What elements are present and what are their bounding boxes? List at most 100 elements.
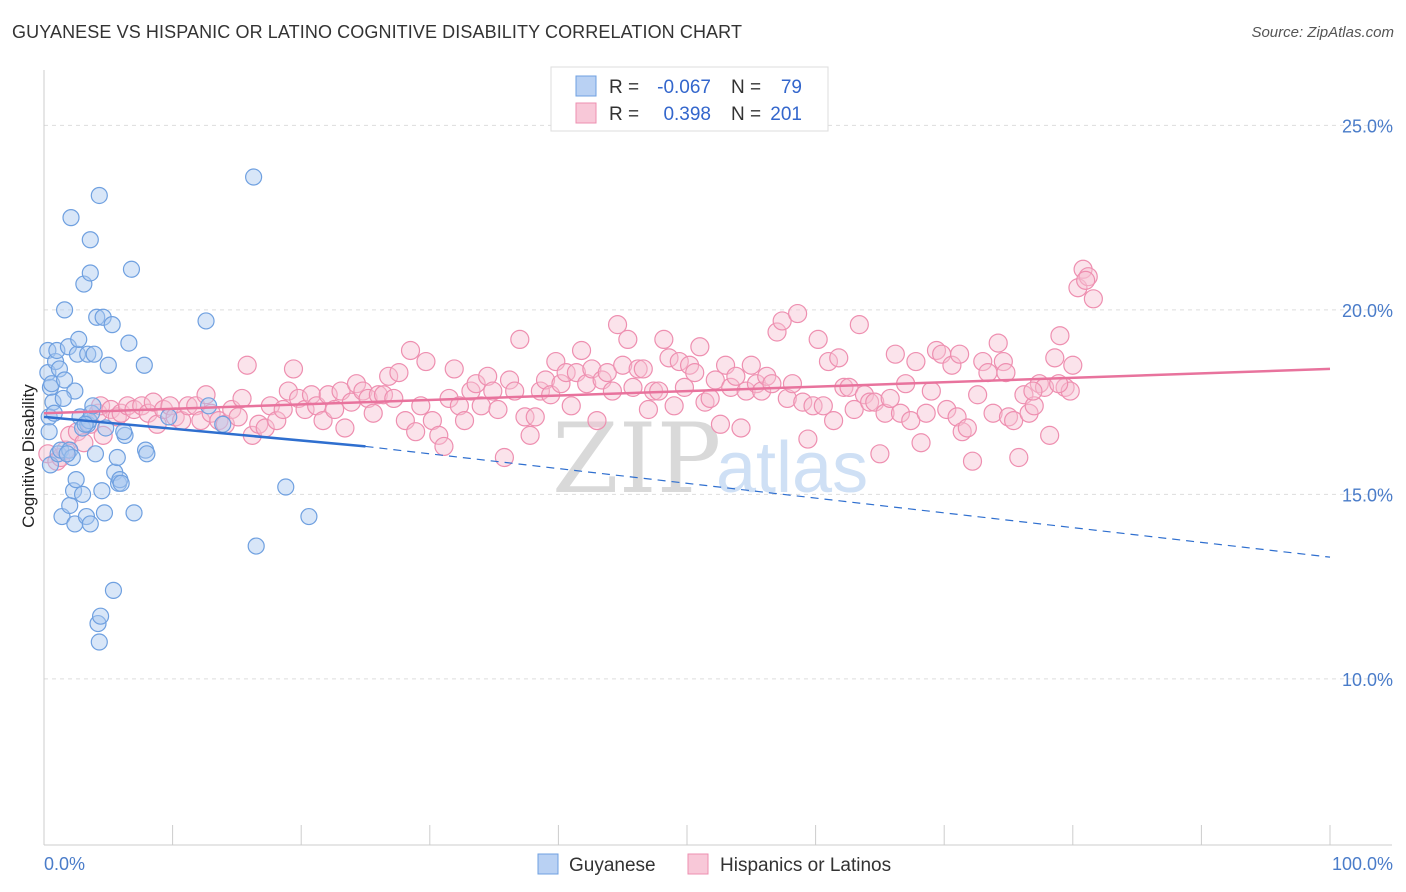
hispanic-point-120: [700, 388, 720, 409]
hispanic-point-148: [844, 399, 864, 420]
legend-swatch-hispanic: [575, 102, 597, 124]
hispanic-point-103: [613, 355, 633, 375]
guyanese-point-36: [81, 515, 99, 533]
hispanic-point-173: [973, 351, 993, 372]
guyanese-point-20: [64, 482, 83, 500]
hispanic-point-104: [618, 329, 638, 350]
hispanic-point-125: [726, 366, 746, 386]
guyanese-point-61: [135, 356, 153, 374]
hispanic-point-114: [669, 351, 689, 372]
legend-r-label-hispanic: R =: [609, 104, 639, 125]
guyanese-point-60: [125, 504, 143, 522]
hispanic-point-39: [267, 410, 287, 431]
guyanese-point-35: [81, 231, 99, 249]
hispanic-point-91: [551, 374, 571, 394]
hispanic-point-71: [444, 359, 464, 379]
hispanic-point-149: [849, 315, 869, 335]
guyanese-point-48: [95, 504, 114, 522]
hispanic-point-96: [577, 374, 597, 394]
hispanic-point-200: [950, 344, 970, 364]
guyanese-point-41: [88, 308, 106, 326]
trend-lines: [43, 367, 1331, 558]
hispanic-point-85: [520, 425, 540, 445]
hispanic-point-41: [278, 381, 298, 401]
hispanic-point-57: [368, 385, 388, 405]
hispanic-point-127: [736, 381, 756, 401]
hispanic-point-95: [571, 340, 592, 361]
hispanic-point-141: [808, 329, 828, 350]
hispanic-point-162: [916, 403, 936, 423]
hispanic-point-135: [777, 388, 797, 409]
guyanese-point-34: [81, 264, 99, 282]
guyanese-point-75: [115, 423, 133, 441]
hispanic-point-166: [937, 399, 957, 420]
hispanic-point-160: [906, 351, 926, 372]
hispanic-point-151: [860, 392, 880, 412]
y-tick-labels: 10.0% 15.0% 20.0% 25.0%: [1342, 116, 1393, 690]
hispanic-point-80: [494, 447, 514, 468]
hispanic-point-113: [664, 396, 684, 416]
hispanic-point-139: [798, 429, 818, 449]
hispanic-point-176: [988, 333, 1008, 353]
chart-title: GUYANESE VS HISPANIC OR LATINO COGNITIVE…: [12, 22, 743, 42]
guyanese-point-77: [54, 389, 72, 408]
legend-n-label-guyanese: N =: [731, 77, 761, 98]
hispanic-point-64: [406, 422, 426, 442]
guyanese-point-43: [90, 633, 108, 651]
hispanic-point-92: [556, 363, 576, 383]
hispanic-point-167: [942, 355, 962, 375]
hispanic-point-43: [289, 388, 309, 409]
guyanese-point-64: [160, 408, 178, 426]
hispanic-point-36: [249, 414, 269, 434]
hispanic-point-183: [1024, 396, 1044, 416]
watermark-zip: ZIP: [552, 403, 721, 515]
guyanese-trend-line: [43, 415, 366, 448]
hispanic-point-145: [829, 348, 849, 368]
hispanic-point-192: [1078, 267, 1098, 287]
hispanic-point-155: [880, 388, 900, 409]
guyanese-point-76: [76, 415, 94, 433]
hispanic-point-199: [996, 363, 1016, 383]
hispanic-point-143: [818, 351, 839, 372]
guyanese-point-59: [122, 260, 141, 278]
hispanic-point-170: [957, 418, 977, 438]
hispanic-point-73: [454, 410, 475, 431]
guyanese-point-74: [99, 356, 117, 374]
guyanese-point-27: [73, 485, 92, 504]
source-label: Source: ZipAtlas.com: [1251, 24, 1394, 41]
bottom-legend-swatch-hispanic: [687, 853, 709, 875]
hispanic-point-75: [466, 374, 486, 394]
hispanic-point-137: [787, 303, 808, 324]
hispanic-point-84: [515, 407, 535, 427]
guyanese-point-45: [91, 607, 110, 625]
guyanese-point-44: [90, 186, 108, 205]
series-legend: Guyanese Hispanics or Latinos: [537, 853, 891, 876]
hispanic-point-86: [525, 407, 545, 427]
hispanic-point-161: [911, 433, 931, 453]
hispanic-point-51: [335, 418, 355, 438]
hispanic-point-93: [561, 396, 581, 416]
y-tick-label-25: 25.0%: [1342, 116, 1393, 136]
hispanic-point-140: [803, 396, 823, 416]
hispanic-point-154: [875, 403, 895, 423]
guyanese-point-53: [108, 448, 126, 467]
hispanic-point-83: [510, 329, 530, 350]
guyanese-point-51: [104, 581, 123, 599]
hispanic-point-193: [1083, 289, 1103, 309]
guyanese-point-66: [200, 397, 218, 415]
guyanese-point-39: [85, 345, 103, 363]
hispanic-point-40: [273, 399, 293, 420]
guyanese-point-3: [40, 423, 58, 441]
x-tick-labels: 0.0% 100.0%: [44, 854, 1393, 874]
hispanic-point-27: [196, 385, 216, 405]
correlation-legend: R = -0.067 N = 79 R = 0.398 N = 201: [550, 66, 829, 132]
hispanic-point-171: [962, 451, 983, 471]
hispanic-point-100: [597, 363, 617, 383]
hispanic-point-164: [926, 340, 947, 361]
hispanic-point-88: [535, 370, 556, 390]
axes: [43, 70, 1392, 846]
hispanic-point-147: [839, 377, 859, 397]
hispanic-point-142: [813, 396, 833, 416]
hispanic-point-175: [983, 403, 1003, 423]
y-tick-label-10: 10.0%: [1342, 670, 1393, 690]
